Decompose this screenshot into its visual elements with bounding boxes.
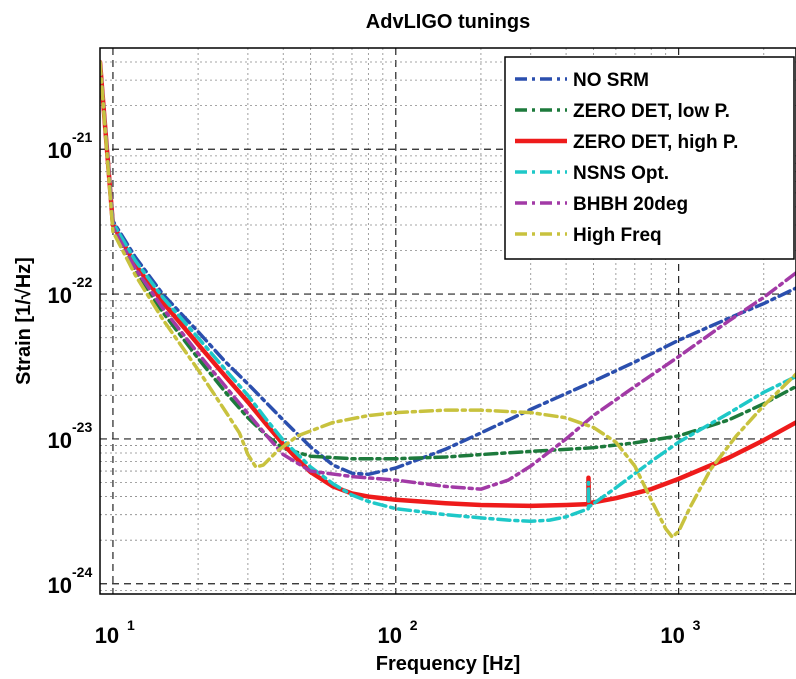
series-line-bhbh-20deg xyxy=(100,60,796,491)
legend-box xyxy=(504,56,795,260)
series-line-no-srm xyxy=(100,60,796,477)
x-tick-exponent: 1 xyxy=(127,617,135,633)
x-tick-exponent: 3 xyxy=(693,617,701,633)
x-tick-label: 10 xyxy=(95,623,119,648)
plot-frame xyxy=(99,47,796,595)
legend-label-bhbh-20deg: BHBH 20deg xyxy=(573,194,688,215)
series-line-zero-det-low-p xyxy=(100,60,796,461)
y-axis-label: Strain [1/√Hz] xyxy=(13,257,35,385)
y-tick-exponent: -21 xyxy=(72,129,92,145)
series-line-nsns-opt xyxy=(100,60,796,524)
legend-label-zero-det-high-p: ZERO DET, high P. xyxy=(573,132,738,153)
y-tick-label: 10 xyxy=(48,283,72,308)
series-lines xyxy=(100,59,796,539)
x-tick-exponent: 2 xyxy=(410,617,418,633)
series-line-zero-det-high-p xyxy=(100,59,796,509)
y-tick-exponent: -23 xyxy=(72,419,92,435)
legend-label-high-freq: High Freq xyxy=(573,225,662,246)
legend-label-zero-det-low-p: ZERO DET, low P. xyxy=(573,101,730,122)
x-tick-label: 10 xyxy=(660,623,684,648)
x-tick-label: 10 xyxy=(378,623,402,648)
y-tick-label: 10 xyxy=(48,573,72,598)
y-tick-exponent: -22 xyxy=(72,274,92,290)
series-line-high-freq xyxy=(100,60,796,539)
y-tick-label: 10 xyxy=(48,428,72,453)
legend: NO SRM ZERO DET, low P. ZERO DET, high P. N… xyxy=(504,56,795,260)
y-tick-label: 10 xyxy=(48,138,72,163)
legend-label-no-srm: NO SRM xyxy=(573,70,649,91)
y-tick-exponent: -24 xyxy=(72,564,92,580)
x-axis-label: Frequency [Hz] xyxy=(376,653,520,675)
legend-label-nsns-opt: NSNS Opt. xyxy=(573,163,669,184)
chart-title: AdvLIGO tunings xyxy=(366,11,530,33)
